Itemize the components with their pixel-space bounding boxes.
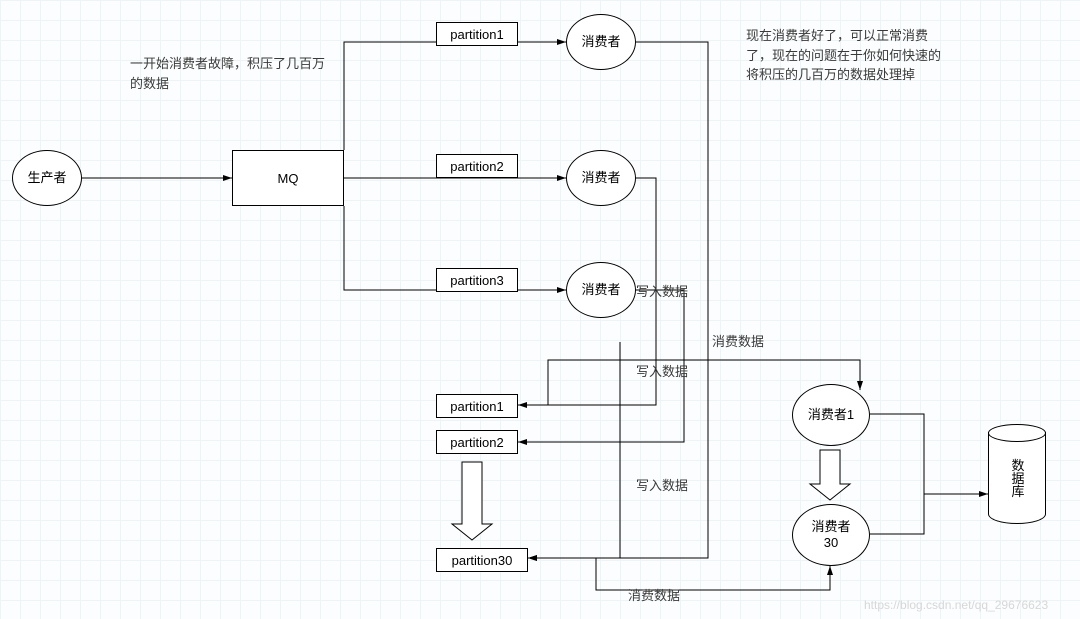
label-consume-1: 消费数据 <box>712 332 764 352</box>
node-c2: 消费者 <box>566 150 636 206</box>
big-arrow-0 <box>452 462 492 540</box>
edge-2 <box>344 42 566 150</box>
label-note: 现在消费者好了，可以正常消费了，现在的问题在于你如何快速的将积压的几百万的数据处… <box>746 26 946 85</box>
watermark: https://blog.csdn.net/qq_29676623 <box>864 598 1048 612</box>
node-p2: partition2 <box>436 154 518 178</box>
label-write-2: 写入数据 <box>636 362 688 382</box>
node-c3: 消费者 <box>566 262 636 318</box>
node-mq: MQ <box>232 150 344 206</box>
label-write-1: 写入数据 <box>636 282 688 302</box>
node-np1: partition1 <box>436 394 518 418</box>
node-nc30: 消费者30 <box>792 504 870 566</box>
big-arrow-1 <box>810 450 850 500</box>
node-producer: 生产者 <box>12 150 82 206</box>
node-db: 数据库 <box>988 424 1046 524</box>
edge-7 <box>528 342 620 558</box>
label-write-3: 写入数据 <box>636 476 688 496</box>
node-np2: partition2 <box>436 430 518 454</box>
node-c1: 消费者 <box>566 14 636 70</box>
node-nc1: 消费者1 <box>792 384 870 446</box>
label-fault: 一开始消费者故障，积压了几百万的数据 <box>130 54 330 93</box>
node-p1: partition1 <box>436 22 518 46</box>
edge-10 <box>870 414 988 494</box>
label-consume-2: 消费数据 <box>628 586 680 606</box>
node-p3: partition3 <box>436 268 518 292</box>
edge-11 <box>870 494 924 534</box>
node-np30: partition30 <box>436 548 528 572</box>
